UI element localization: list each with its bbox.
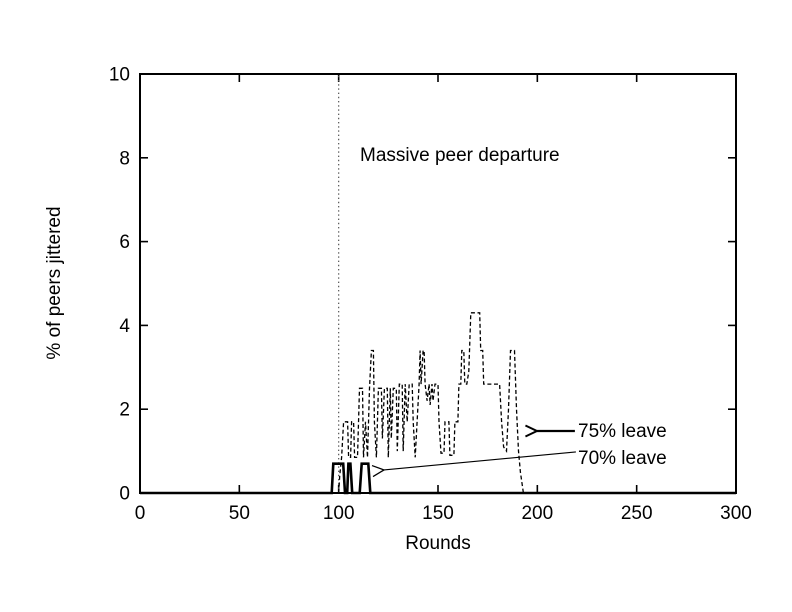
x-tick-label: 50 [229,503,250,524]
x-tick-label: 300 [720,503,752,524]
x-axis-label: Rounds [405,533,471,554]
x-tick-label: 100 [323,503,355,524]
x-tick-label: 0 [135,503,146,524]
y-tick-label: 0 [119,484,130,505]
annotation-massive-peer-departure: Massive peer departure [360,145,560,166]
x-tick-label: 200 [521,503,553,524]
series-line-75-leave [338,312,532,494]
callout-arrow-70-leave [371,451,576,478]
y-tick-label: 8 [119,148,130,169]
text-layer: Massive peer departure % of peers jitter… [44,145,667,554]
x-tick-label: 150 [422,503,454,524]
series-layer [140,74,736,495]
callout-label-70-leave: 70% leave [578,448,667,469]
series-line-70-leave [140,462,736,495]
y-axis-label: % of peers jittered [44,206,65,359]
x-tick-label: 250 [621,503,653,524]
y-tick-label: 6 [119,232,130,253]
y-tick-label: 2 [119,400,130,421]
y-tick-label: 4 [119,316,130,337]
callout-label-75-leave: 75% leave [578,421,667,442]
callout-layer [371,431,576,478]
y-tick-label: 10 [109,65,130,86]
